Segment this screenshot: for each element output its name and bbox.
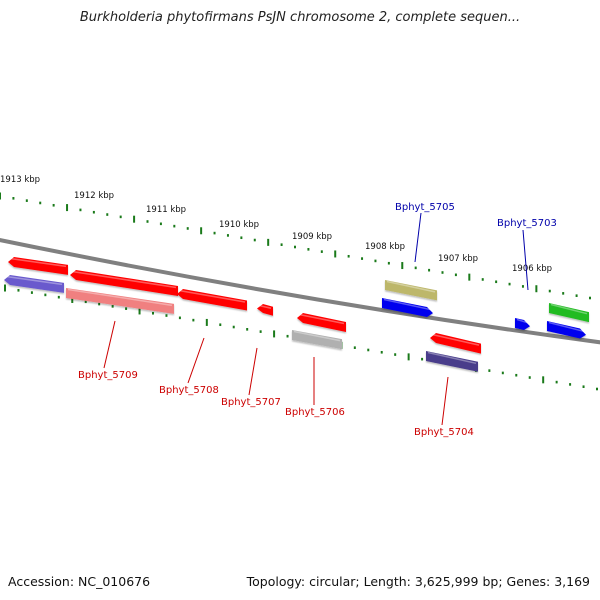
topology-summary: Topology: circular; Length: 3,625,999 bp…	[246, 574, 590, 589]
gene-bphyt-5708-forward[interactable]	[70, 270, 178, 296]
scale-ticks-upper	[0, 192, 591, 300]
gene-bphyt-5706-forward[interactable]	[297, 313, 346, 333]
gene-bphyt-5703-lower[interactable]	[547, 321, 586, 339]
gene-bphyt-5706-forward-highlight	[298, 313, 345, 325]
callout-bphyt-5707-label[interactable]: Bphyt_5707	[221, 397, 281, 408]
gene-bphyt-5707-small-shape	[257, 304, 273, 316]
gene-bphyt-5703-small[interactable]	[515, 318, 530, 330]
gene-features	[4, 257, 589, 372]
callout-bphyt-5705-label[interactable]: Bphyt_5705	[395, 202, 455, 213]
scale-label: 1911 kbp	[146, 205, 186, 215]
scale-label: 1907 kbp	[438, 254, 478, 264]
gene-bphyt-5703-upper-shape	[549, 303, 589, 323]
gene-bphyt-5705-upper-shape	[385, 280, 437, 301]
callout-bphyt-5705-leader	[414, 212, 422, 263]
gene-bphyt-5703-small-shape	[515, 318, 530, 330]
gene-bphyt-5704-reverse-highlight	[427, 351, 477, 365]
scale-label: 1913 kbp	[0, 175, 40, 185]
callout-bphyt-5703-label[interactable]: Bphyt_5703	[497, 218, 557, 229]
callout-bphyt-5709-label[interactable]: Bphyt_5709	[78, 370, 138, 381]
scale-label: 1908 kbp	[365, 242, 405, 252]
gene-bphyt-5706-forward-shape	[297, 313, 346, 333]
gene-bphyt-5708-forward-shape	[70, 270, 178, 296]
gene-bphyt-5705-lower-highlight	[383, 298, 432, 311]
gene-bphyt-5703-small-highlight	[516, 318, 529, 324]
gene-bphyt-5704-forward-shape	[430, 333, 481, 354]
scale-label: 1912 kbp	[74, 191, 114, 201]
gene-bphyt-5709-forward-shape	[8, 257, 68, 275]
gene-bphyt-5704-reverse-shape	[426, 351, 478, 372]
map-title: Burkholderia phytofirmans PsJN chromosom…	[79, 10, 521, 25]
accession-text: Accession: NC_010676	[8, 574, 151, 589]
gene-bphyt-5708-reverse[interactable]	[66, 288, 174, 314]
gene-bphyt-5707-forward-highlight	[178, 289, 246, 303]
gene-bphyt-5704-forward[interactable]	[430, 333, 481, 354]
gene-bphyt-5708-reverse-highlight	[67, 288, 173, 307]
callout-bphyt-5707-leader	[248, 347, 258, 396]
gene-bphyt-5708-forward-highlight	[71, 270, 177, 289]
gene-bphyt-5707-forward[interactable]	[177, 289, 247, 311]
callout-bphyt-5706-label[interactable]: Bphyt_5706	[285, 407, 345, 418]
scale-label: 1910 kbp	[219, 220, 259, 230]
callout-bphyt-5708-label[interactable]: Bphyt_5708	[159, 385, 219, 396]
chromosome-backbone	[0, 237, 600, 345]
gene-bphyt-5704-forward-highlight	[431, 333, 480, 346]
gene-bphyt-5705-lower[interactable]	[382, 298, 433, 317]
gene-bphyt-5709-forward-highlight	[9, 257, 67, 268]
gene-bphyt-5709-reverse[interactable]	[4, 275, 64, 293]
gene-bphyt-5703-lower-shape	[547, 321, 586, 339]
gene-bphyt-5706-reverse[interactable]	[292, 330, 342, 350]
gene-bphyt-5705-upper[interactable]	[385, 280, 437, 301]
callout-bphyt-5704-leader	[441, 376, 449, 426]
gene-bphyt-5706-reverse-highlight	[293, 330, 341, 342]
callout-bphyt-5704-label[interactable]: Bphyt_5704	[414, 427, 474, 438]
gene-bphyt-5707-forward-shape	[177, 289, 247, 311]
gene-bphyt-5705-lower-shape	[382, 298, 433, 317]
callout-bphyt-5709-leader	[103, 320, 116, 369]
gene-bphyt-5706-reverse-shape	[292, 330, 342, 350]
gene-bphyt-5708-reverse-shape	[66, 288, 174, 314]
gene-bphyt-5705-upper-highlight	[386, 280, 436, 293]
gene-bphyt-5709-reverse-shape	[4, 275, 64, 293]
scale-label: 1906 kbp	[512, 264, 552, 274]
gene-bphyt-5704-reverse[interactable]	[426, 351, 478, 372]
gene-bphyt-5707-small[interactable]	[257, 304, 273, 316]
callout-bphyt-5703-leader	[522, 229, 529, 291]
callout-bphyt-5708-leader	[187, 337, 205, 384]
scale-label: 1909 kbp	[292, 232, 332, 242]
gene-bphyt-5703-lower-highlight	[548, 321, 585, 333]
scale-labels: 1913 kbp 1912 kbp 1911 kbp 1910 kbp 1909 kbp…	[0, 175, 552, 274]
gene-bphyt-5703-upper-highlight	[550, 303, 588, 315]
gene-bphyt-5709-forward[interactable]	[8, 257, 68, 275]
gene-bphyt-5707-small-highlight	[258, 304, 272, 310]
gene-bphyt-5709-reverse-highlight	[5, 275, 63, 286]
gene-bphyt-5703-upper[interactable]	[549, 303, 589, 323]
